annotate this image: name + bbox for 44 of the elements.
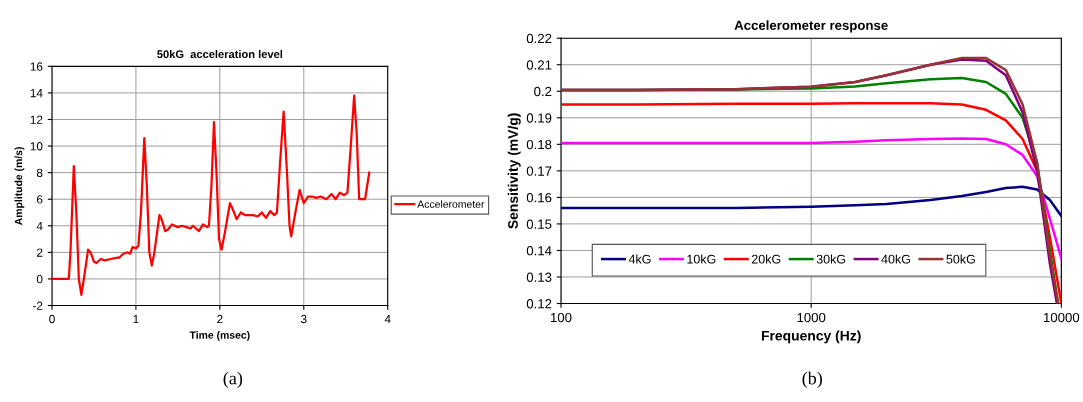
- text: (b): [802, 371, 822, 389]
- y-tick-label: 8: [36, 168, 43, 178]
- y-tick-label: 0: [36, 274, 43, 284]
- legend-label: 10kG: [687, 254, 716, 264]
- legend-label: Accelerometer: [417, 200, 485, 208]
- y-tick-label: 0.15: [526, 219, 552, 229]
- legend-label: 4kG: [628, 254, 651, 264]
- x-tick-label: 2: [217, 314, 223, 324]
- legend-label: 30kG: [816, 254, 846, 264]
- y-tick-label: -2: [32, 301, 43, 310]
- y-tick-label: 10: [30, 142, 43, 151]
- y-tick-label: 6: [36, 195, 43, 204]
- y-tick-label: 2: [36, 248, 43, 257]
- y-axis-title: Amplitude (m/s): [14, 147, 25, 226]
- x-tick-label: 0: [49, 314, 55, 324]
- y-tick-label: 0.14: [526, 246, 552, 256]
- y-tick-label: 0.16: [526, 192, 552, 203]
- y-axis-title: Sensitivity (mV/g): [507, 113, 521, 229]
- text: (a): [223, 371, 243, 389]
- y-tick-label: 0.17: [526, 166, 552, 176]
- x-tick-label: 100: [550, 312, 572, 323]
- x-tick-label: 4: [384, 314, 391, 324]
- y-tick-label: 0.19: [526, 113, 552, 123]
- x-axis-title: Frequency (Hz): [761, 330, 861, 344]
- y-tick-label: 0.21: [526, 60, 552, 70]
- y-tick-label: 0.12: [526, 299, 552, 309]
- legend-label: 40kG: [881, 254, 910, 264]
- y-tick-label: 0.22: [526, 33, 552, 44]
- y-tick-label: 4: [36, 221, 43, 231]
- chart-title: Accelerometer response: [734, 20, 888, 33]
- y-tick-label: 0.13: [526, 272, 552, 282]
- legend-label: 50kG: [946, 254, 975, 264]
- y-tick-label: 0.2: [534, 86, 552, 97]
- x-tick-label: 1: [133, 314, 139, 324]
- legend-label: 20kG: [751, 254, 781, 264]
- y-tick-label: 16: [30, 62, 43, 71]
- y-tick-label: 12: [30, 115, 43, 124]
- x-axis-title: Time (msec): [189, 331, 250, 341]
- x-tick-label: 10000: [1044, 312, 1080, 323]
- x-tick-label: 3: [300, 314, 307, 324]
- y-tick-label: 0.18: [526, 139, 552, 150]
- y-tick-label: 14: [30, 89, 43, 98]
- chart-title: 50kG acceleration level: [157, 49, 283, 59]
- x-tick-label: 1000: [797, 312, 826, 323]
